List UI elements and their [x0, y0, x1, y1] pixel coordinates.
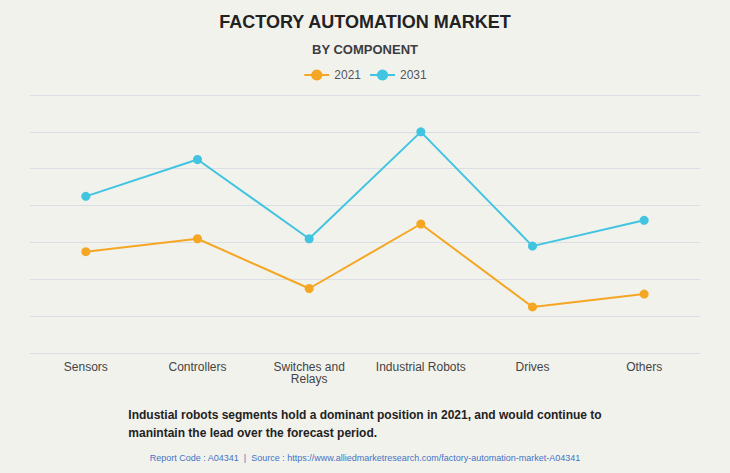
svg-text:Report Code : A04341 | Sourc: Report Code : A04341 | Source : https://…: [150, 453, 581, 463]
svg-text:manintain the lead over the fo: manintain the lead over the forecast per…: [128, 426, 377, 440]
svg-text:FACTORY AUTOMATION MARKET: FACTORY AUTOMATION MARKET: [219, 12, 510, 32]
svg-text:2031: 2031: [400, 68, 427, 82]
svg-text:Switches and: Switches and: [273, 360, 345, 374]
svg-text:Sensors: Sensors: [64, 360, 108, 374]
svg-text:Others: Others: [626, 360, 662, 374]
svg-text:2021: 2021: [334, 68, 361, 82]
svg-text:Relays: Relays: [291, 372, 328, 386]
svg-text:BY COMPONENT: BY COMPONENT: [312, 42, 418, 57]
svg-text:Industrial Robots: Industrial Robots: [376, 360, 466, 374]
svg-text:Industial robots segments hold: Industial robots segments hold a dominan…: [128, 408, 601, 422]
svg-text:Drives: Drives: [515, 360, 549, 374]
svg-text:Controllers: Controllers: [168, 360, 226, 374]
